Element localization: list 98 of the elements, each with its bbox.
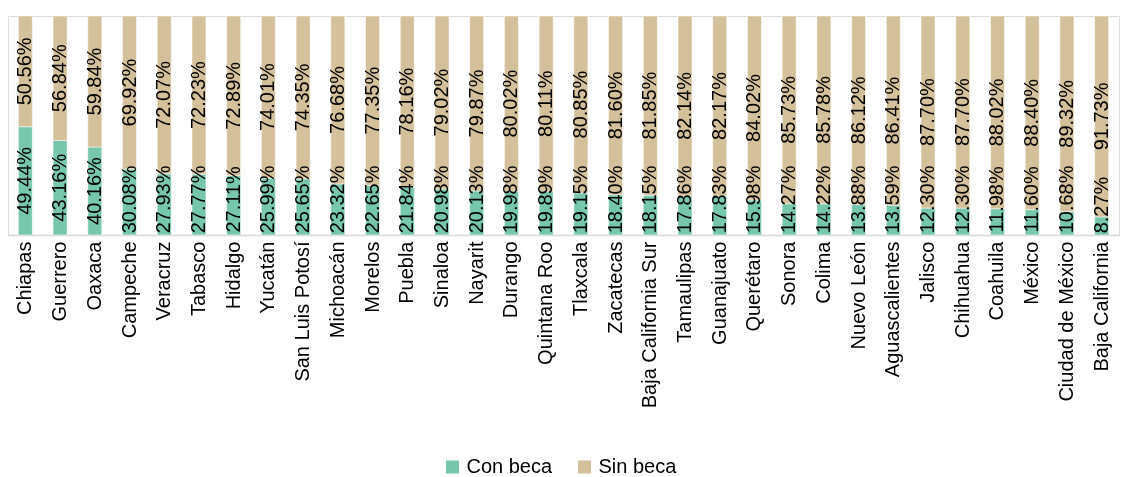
data-label: 15.98% xyxy=(742,165,765,234)
data-label: 13.59% xyxy=(881,165,904,234)
x-tick-label: Tabasco xyxy=(186,241,209,316)
data-label: 19.89% xyxy=(534,165,557,234)
data-label: 86.41% xyxy=(881,76,904,145)
data-label: 89.32% xyxy=(1054,79,1077,148)
data-label: 79.87% xyxy=(464,69,487,138)
x-tick-label: Puebla xyxy=(395,240,418,304)
data-label: 17.83% xyxy=(707,165,730,234)
x-tick-label: Yucatán xyxy=(256,241,279,314)
data-label: 78.16% xyxy=(395,67,418,136)
x-tick-label: Querétaro xyxy=(742,241,765,332)
data-label: 20.98% xyxy=(429,165,452,234)
data-label: 88.02% xyxy=(985,78,1008,147)
x-tick-label: Tamaulipas xyxy=(673,241,696,343)
data-label: 21.84% xyxy=(395,165,418,234)
x-tick-label: Morelos xyxy=(360,241,383,313)
x-tick-label: Jalisco xyxy=(916,241,939,303)
data-label: 80.11% xyxy=(534,70,557,137)
x-tick-label: Colima xyxy=(811,240,834,304)
x-tick-label: Veracruz xyxy=(152,241,175,321)
data-label: 86.12% xyxy=(846,76,869,145)
data-label: 25.99% xyxy=(256,165,279,234)
data-label: 74.35% xyxy=(291,63,314,132)
data-label: 79.02% xyxy=(429,68,452,137)
x-tick-label: Chihuahua xyxy=(950,240,973,339)
data-label: 11.98% xyxy=(985,166,1008,233)
data-label: 23.32% xyxy=(325,165,348,234)
data-label: 22.65% xyxy=(360,165,383,234)
data-label: 82.14% xyxy=(673,71,696,140)
x-tick-label: San Luis Potosí xyxy=(291,241,314,382)
data-label: 88.40% xyxy=(1020,78,1043,147)
data-label: 14.22% xyxy=(811,165,834,234)
data-label: 76.68% xyxy=(325,65,348,134)
legend-label: Con beca xyxy=(466,455,553,477)
data-label: 19.98% xyxy=(499,165,522,234)
data-label: 87.70% xyxy=(916,77,939,146)
data-label: 27.11% xyxy=(221,166,244,233)
data-label: 17.86% xyxy=(673,165,696,234)
data-label: 11.60% xyxy=(1020,166,1043,233)
data-label: 69.92% xyxy=(117,58,140,127)
data-label: 43.16% xyxy=(48,153,71,222)
data-label: 25.65% xyxy=(291,165,314,234)
data-label: 72.23% xyxy=(186,60,209,130)
x-tick-label: Baja California xyxy=(1089,240,1112,372)
data-label: 12.30% xyxy=(916,165,939,234)
x-tick-label: México xyxy=(1020,241,1043,305)
data-label: 19.15% xyxy=(568,165,591,234)
x-tick-label: Hidalgo xyxy=(221,241,244,310)
data-label: 40.16% xyxy=(82,156,105,225)
data-label: 14.27% xyxy=(777,165,800,234)
x-tick-label: Oaxaca xyxy=(82,240,105,311)
data-label: 8.27% xyxy=(1089,176,1112,234)
x-tick-label: Guanajuato xyxy=(707,241,730,345)
x-tick-label: Zacatecas xyxy=(603,241,626,334)
data-label: 30.08% xyxy=(117,165,140,234)
x-tick-label: Durango xyxy=(499,241,522,319)
x-tick-label: Ciudad de México xyxy=(1054,241,1077,402)
x-tick-label: Michoacán xyxy=(325,241,348,339)
data-label: 18.15% xyxy=(638,165,661,234)
data-label: 87.70% xyxy=(950,77,973,146)
x-tick-label: Quintana Roo xyxy=(534,241,557,365)
x-tick-label: Nayarit xyxy=(464,241,487,305)
x-tick-label: Sinaloa xyxy=(429,240,452,309)
data-label: 81.60% xyxy=(603,71,626,140)
x-tick-label: Aguascalientes xyxy=(881,241,904,378)
data-label: 50.56% xyxy=(13,37,36,106)
x-tick-label: Baja California Sur xyxy=(638,241,661,409)
data-label: 82.17% xyxy=(707,71,730,140)
data-label: 72.89% xyxy=(221,61,244,130)
data-label: 27.93% xyxy=(152,165,175,234)
x-tick-label: Guerrero xyxy=(48,241,71,322)
data-label: 85.78% xyxy=(811,75,834,144)
data-label: 74.01% xyxy=(256,62,279,131)
data-label: 72.07% xyxy=(152,60,175,129)
data-label: 80.02% xyxy=(499,69,522,138)
legend-label: Sin beca xyxy=(598,455,678,477)
x-tick-label: Campeche xyxy=(117,241,140,339)
data-label: 80.85% xyxy=(568,70,591,139)
data-label: 49.44% xyxy=(13,146,36,215)
data-label: 56.84% xyxy=(48,44,71,113)
x-tick-label: Tlaxcala xyxy=(568,240,591,316)
data-label: 85.73% xyxy=(777,75,800,144)
data-label: 81.85% xyxy=(638,71,661,140)
x-tick-label: Sonora xyxy=(777,240,800,306)
data-label: 59.84% xyxy=(82,47,105,116)
data-label: 12.30% xyxy=(950,165,973,234)
x-tick-label: Nuevo León xyxy=(846,241,869,350)
data-label: 84.02% xyxy=(742,73,765,142)
data-label: 18.40% xyxy=(603,165,626,234)
data-label: 20.13% xyxy=(464,165,487,234)
data-label: 77.35% xyxy=(360,66,383,135)
data-label: 27.77% xyxy=(186,165,209,234)
data-label: 10.68% xyxy=(1054,165,1077,234)
data-label: 13.88% xyxy=(846,165,869,234)
data-label: 91.73% xyxy=(1089,82,1112,151)
x-tick-label: Chiapas xyxy=(13,241,36,315)
x-tick-label: Coahuila xyxy=(985,240,1008,321)
